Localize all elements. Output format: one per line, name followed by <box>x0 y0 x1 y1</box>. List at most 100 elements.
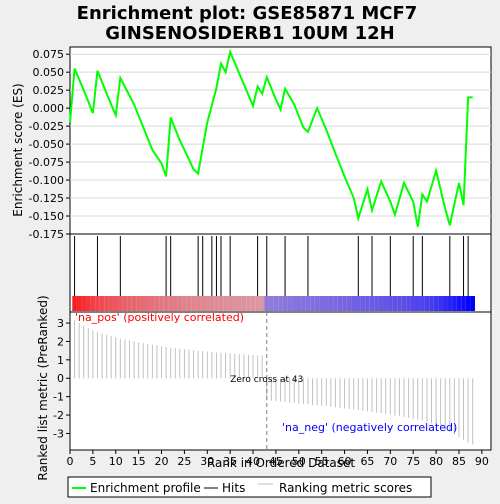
ranking-x-tick-label: 40 <box>246 455 260 468</box>
color-bar-segment <box>127 296 132 311</box>
color-bar-segment <box>136 296 141 311</box>
es-y-tick-label: -0.100 <box>29 174 64 187</box>
es-y-tick-label: -0.125 <box>29 192 64 205</box>
color-bar-segment <box>90 296 96 311</box>
color-bar-segment <box>465 296 471 311</box>
pos-label: 'na_pos' (positively correlated) <box>75 311 244 324</box>
legend-box <box>67 476 432 498</box>
ranking-y-tick-label: 2 <box>57 335 64 348</box>
ranking-x-tick-label: 5 <box>89 455 96 468</box>
ranking-x-tick-label: 30 <box>200 455 214 468</box>
color-bar-segment <box>337 296 343 311</box>
es-y-tick-label: -0.150 <box>29 210 64 223</box>
color-bar-segment <box>433 296 439 311</box>
ranking-x-tick-label: 15 <box>132 455 146 468</box>
color-bar-segment <box>378 296 384 311</box>
ranking-x-tick-label: 50 <box>292 455 306 468</box>
color-bar-segment <box>351 296 357 311</box>
color-bar-segment <box>118 296 123 311</box>
color-bar-segment <box>388 296 393 311</box>
color-bar-segment <box>420 296 425 311</box>
color-bar-segment <box>237 296 242 311</box>
ranking-y-tick-label: -1 <box>53 391 64 404</box>
color-bar-segment <box>163 296 169 311</box>
color-bar-segment <box>150 296 155 311</box>
color-bar-segment <box>223 296 228 311</box>
ranking-x-tick-label: 70 <box>383 455 397 468</box>
es-y-tick-label: 0.000 <box>33 102 65 115</box>
ranking-x-tick-label: 60 <box>338 455 352 468</box>
color-bar-segment <box>113 296 119 311</box>
neg-label: 'na_neg' (negatively correlated) <box>282 421 457 434</box>
ranking-x-tick-label: 0 <box>67 455 74 468</box>
es-y-tick-label: -0.050 <box>29 138 64 151</box>
ranking-x-tick-label: 65 <box>360 455 374 468</box>
color-bar-segment <box>360 296 366 311</box>
color-bar-segment <box>415 296 421 311</box>
color-bar-segment <box>410 296 416 311</box>
ranking-x-axis: 0 5 10 15 20 25 30 35 40 45 50 55 60 65 70 75 80 85 90 <box>67 450 489 468</box>
color-bar-segment <box>452 296 457 311</box>
color-bar-segment <box>204 296 210 311</box>
color-bar-segment <box>250 296 256 311</box>
color-bar-segment <box>131 296 137 311</box>
color-bar-segment <box>104 296 109 311</box>
color-bar-segment <box>365 296 370 311</box>
color-bar-segment <box>461 296 466 311</box>
color-bar-segment <box>168 296 173 311</box>
color-bar-segment <box>424 296 430 311</box>
color-bar-segment <box>177 296 183 311</box>
color-bar-segment <box>269 296 274 311</box>
color-bar-segment <box>305 296 311 311</box>
color-bar-segment <box>264 296 270 311</box>
color-bar-segment <box>227 296 233 311</box>
color-bar-segment <box>200 296 205 311</box>
es-y-tick-label: -0.025 <box>29 120 64 133</box>
color-bar-segment <box>195 296 201 311</box>
color-bar-segment <box>86 296 91 311</box>
ranking-y-tick-label: -3 <box>53 427 64 440</box>
color-bar-segment <box>442 296 448 311</box>
legend-hits-label: Hits <box>222 481 245 495</box>
color-bar-segment <box>241 296 247 311</box>
color-bar-segment <box>191 296 196 311</box>
color-bar-segment <box>296 296 302 311</box>
es-y-axis: 0.075 0.050 0.025 0.000 -0.025 -0.050 -0.075 -0… <box>29 48 70 241</box>
color-bar-segment <box>456 296 462 311</box>
ranking-bars <box>74 320 474 445</box>
color-bar-segment <box>383 296 389 311</box>
color-bar-segment <box>145 296 151 311</box>
ranking-y-tick-label: 3 <box>57 317 64 330</box>
color-bar-segment <box>310 296 315 311</box>
color-bar-segment <box>81 296 87 311</box>
color-bar-segment <box>232 296 238 311</box>
color-bar-segment <box>291 296 297 311</box>
color-bar-segment <box>259 296 265 311</box>
color-bar-segment <box>154 296 160 311</box>
ranking-y-axis: 3 2 1 0 -1 -2 -3 <box>53 317 70 440</box>
color-bar-segment <box>429 296 434 311</box>
color-bar-segment <box>282 296 288 311</box>
color-bar-segment <box>314 296 320 311</box>
color-bar-segment <box>172 296 178 311</box>
color-bar-segment <box>214 296 219 311</box>
color-bar-segment <box>273 296 279 311</box>
color-bar-segment <box>333 296 338 311</box>
color-bar-segment <box>328 296 334 311</box>
enrichment-panel: 0.075 0.050 0.025 0.000 -0.025 -0.050 -0.075 -0… <box>11 46 492 241</box>
ranking-x-tick-label: 25 <box>177 455 191 468</box>
color-bar-segment <box>397 296 402 311</box>
color-bar-segment <box>99 296 105 311</box>
color-bar-segment <box>246 296 251 311</box>
color-bar-segment <box>447 296 453 311</box>
color-bar-segment <box>278 296 283 311</box>
es-y-tick-label: -0.075 <box>29 156 64 169</box>
color-bar-segment <box>159 296 164 311</box>
hit-lines <box>74 236 469 296</box>
color-bar-segment <box>323 296 329 311</box>
chart-title-line1: Enrichment plot: GSE85871 MCF7 <box>77 3 418 24</box>
ranking-x-tick-label: 90 <box>475 455 489 468</box>
color-bar-segment <box>301 296 306 311</box>
